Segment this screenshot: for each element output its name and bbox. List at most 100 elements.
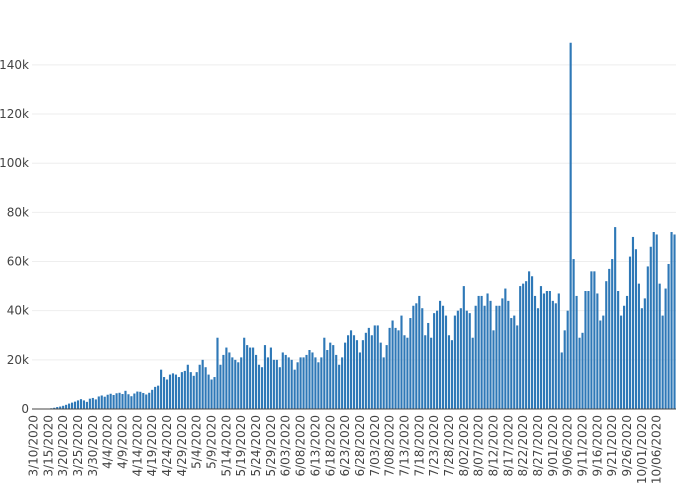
y-tick-label: 100k	[0, 156, 29, 170]
bar	[213, 377, 216, 409]
bar	[403, 335, 406, 409]
x-tick-label: 10/01/2020	[635, 415, 649, 484]
bar	[177, 377, 180, 409]
bar	[495, 305, 498, 409]
bar	[65, 404, 68, 409]
bar	[257, 364, 261, 409]
bar	[112, 394, 115, 409]
bar	[115, 393, 118, 409]
bar	[269, 347, 272, 409]
bar	[142, 393, 145, 409]
x-tick-label: 3/20/2020	[56, 415, 70, 477]
x-tick-label: 7/08/2020	[383, 415, 397, 477]
bar	[151, 389, 154, 409]
bar	[287, 357, 290, 409]
bar	[192, 375, 195, 409]
x-tick-label: 6/18/2020	[323, 415, 337, 477]
x-tick-label: 5/9/2020	[205, 415, 219, 469]
bar	[528, 271, 531, 409]
x-tick-label: 4/14/2020	[130, 415, 144, 477]
bar	[590, 271, 593, 409]
y-tick-label: 0	[21, 402, 29, 416]
y-tick-label: 120k	[0, 107, 29, 121]
bar	[56, 407, 59, 409]
x-tick-label: 7/13/2020	[397, 415, 411, 477]
bar	[388, 327, 391, 409]
bar	[103, 396, 106, 409]
bar	[614, 227, 617, 409]
x-tick-label: 5/24/2020	[249, 415, 263, 477]
bar	[427, 322, 430, 409]
bar	[578, 337, 581, 409]
bar	[246, 345, 249, 409]
bar	[231, 357, 234, 409]
bar	[673, 234, 676, 409]
bar	[317, 362, 320, 409]
bar	[628, 256, 632, 409]
x-tick-label: 4/4/2020	[101, 415, 115, 469]
bar	[97, 396, 100, 409]
bar	[145, 394, 148, 409]
bar	[409, 318, 412, 409]
bar	[631, 236, 635, 409]
bar	[575, 295, 578, 409]
bar	[643, 298, 646, 409]
bar	[305, 354, 308, 409]
bar	[563, 330, 566, 409]
bar	[444, 315, 448, 409]
bar	[349, 330, 353, 409]
bar	[599, 320, 602, 409]
bar	[433, 313, 436, 409]
bar	[596, 293, 599, 409]
x-tick-label: 3/15/2020	[41, 415, 55, 477]
bar	[109, 393, 112, 409]
bar	[536, 308, 540, 409]
x-tick-label: 8/27/2020	[531, 415, 545, 477]
bar	[195, 372, 198, 409]
bar	[62, 405, 65, 409]
bar	[329, 342, 332, 409]
bar	[91, 397, 94, 409]
x-tick-label: 4/29/2020	[175, 415, 189, 477]
bar	[608, 268, 611, 409]
bar	[625, 295, 629, 409]
x-tick-label: 8/12/2020	[486, 415, 500, 477]
x-tick-label: 9/11/2020	[576, 415, 590, 477]
bar	[281, 352, 284, 409]
bar	[655, 234, 658, 409]
bar	[82, 400, 86, 409]
bar	[255, 354, 258, 409]
y-tick-label: 60k	[7, 255, 29, 269]
bar	[605, 281, 608, 409]
bar	[531, 276, 534, 409]
bar	[136, 391, 139, 409]
bar	[361, 340, 364, 409]
bar	[252, 347, 255, 409]
x-tick-label: 5/29/2020	[264, 415, 278, 477]
bar	[406, 337, 409, 409]
bar	[59, 406, 62, 409]
bar	[180, 372, 183, 409]
bar	[290, 359, 293, 409]
x-tick-label: 9/06/2020	[561, 415, 575, 477]
bar	[243, 337, 246, 409]
bar	[560, 352, 563, 409]
bar	[412, 305, 415, 409]
bar	[335, 354, 338, 409]
bar	[670, 232, 673, 409]
x-tick-label: 4/24/2020	[160, 415, 174, 477]
bar	[439, 300, 442, 409]
bar	[296, 362, 299, 409]
y-tick-label: 80k	[7, 205, 29, 219]
bar	[572, 259, 575, 409]
x-tick-label: 9/01/2020	[546, 415, 560, 477]
bar	[436, 310, 439, 409]
bar-series	[47, 42, 676, 409]
bar	[189, 372, 192, 409]
bar	[519, 286, 522, 409]
bar	[507, 300, 510, 409]
bar	[68, 403, 71, 409]
bar	[323, 337, 326, 409]
bar	[302, 357, 305, 409]
